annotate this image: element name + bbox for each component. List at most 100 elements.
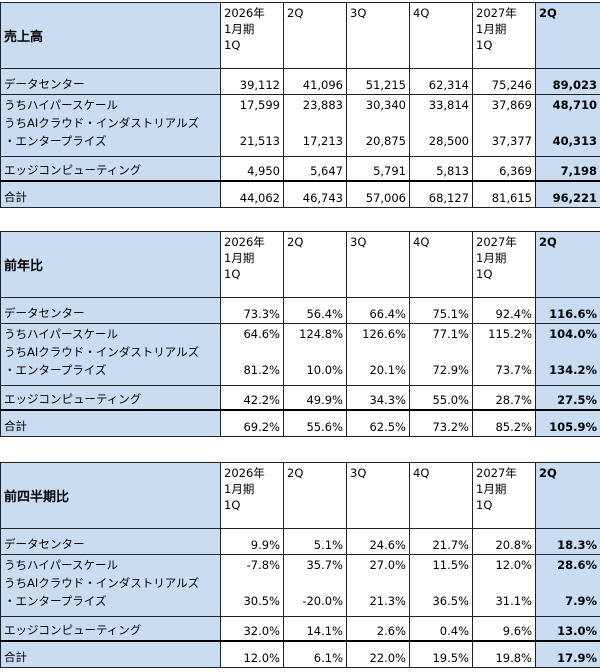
column-header: 2027年 1月期 1Q bbox=[472, 231, 536, 298]
value-cell: 30,340 20,875 bbox=[346, 94, 410, 157]
value-cell: 44,062 bbox=[220, 179, 284, 208]
column-header: 2026年 1月期 1Q bbox=[220, 2, 284, 69]
value-cell: 20.8% bbox=[472, 528, 536, 555]
column-header: 2Q bbox=[283, 231, 347, 298]
total-row: 合計 69.2% 55.6% 62.5% 73.2% 85.2% 105.9% bbox=[0, 408, 600, 437]
segments-label: うちハイパースケール うちAIクラウド・インダストリアルズ ・エンタープライズ bbox=[0, 94, 221, 157]
total-label: 合計 bbox=[0, 408, 221, 437]
edge-row: エッジコンピューティング 42.2% 49.9% 34.3% 55.0% 28.7% 27.… bbox=[0, 385, 600, 410]
value-cell: 89,023 bbox=[535, 68, 600, 95]
value-cell: 62.5% bbox=[346, 408, 410, 437]
table-3: 前四半期比 2026年 1月期 1Q 2Q 3Q 4Q 2027年 1月期 1Q 2Q データセンター… bbox=[0, 462, 600, 668]
value-cell: 55.0% bbox=[409, 385, 473, 410]
total-label: 合計 bbox=[0, 179, 221, 208]
value-cell: 77.1% 72.9% bbox=[409, 323, 473, 386]
value-cell: 2.6% bbox=[346, 616, 410, 641]
value-cell: 124.8% 10.0% bbox=[283, 323, 347, 386]
datacenter-row: データセンター 9.9% 5.1% 24.6% 21.7% 20.8% 18.3% bbox=[0, 528, 600, 555]
value-cell: 5,813 bbox=[409, 156, 473, 181]
column-header: 4Q bbox=[409, 231, 473, 298]
total-row: 合計 44,062 46,743 57,006 68,127 81,615 96,221 bbox=[0, 179, 600, 208]
value-cell: 115.2% 73.7% bbox=[472, 323, 536, 386]
edge-label: エッジコンピューティング bbox=[0, 156, 221, 181]
value-cell: 57,006 bbox=[346, 179, 410, 208]
value-cell: 14.1% bbox=[283, 616, 347, 641]
value-cell: 5.1% bbox=[283, 528, 347, 555]
header-row: 前年比 2026年 1月期 1Q 2Q 3Q 4Q 2027年 1月期 1Q 2Q bbox=[0, 231, 600, 298]
value-cell: 32.0% bbox=[220, 616, 284, 641]
column-header: 3Q bbox=[346, 462, 410, 529]
column-header: 2027年 1月期 1Q bbox=[472, 2, 536, 69]
column-header: 4Q bbox=[409, 462, 473, 529]
segments-label: うちハイパースケール うちAIクラウド・インダストリアルズ ・エンタープライズ bbox=[0, 323, 221, 386]
value-cell: 4,950 bbox=[220, 156, 284, 181]
value-cell: 92.4% bbox=[472, 297, 536, 324]
value-cell: 104.0% 134.2% bbox=[535, 323, 600, 386]
value-cell: 37,869 37,377 bbox=[472, 94, 536, 157]
value-cell: 66.4% bbox=[346, 297, 410, 324]
value-cell: 19.5% bbox=[409, 639, 473, 668]
value-cell: 28.7% bbox=[472, 385, 536, 410]
edge-label: エッジコンピューティング bbox=[0, 385, 221, 410]
value-cell: 7,198 bbox=[535, 156, 600, 181]
column-header: 2027年 1月期 1Q bbox=[472, 462, 536, 529]
segments-label: うちハイパースケール うちAIクラウド・インダストリアルズ ・エンタープライズ bbox=[0, 554, 221, 617]
edge-row: エッジコンピューティング 4,950 5,647 5,791 5,813 6,369 7,1… bbox=[0, 156, 600, 181]
total-row: 合計 12.0% 6.1% 22.0% 19.5% 19.8% 17.9% bbox=[0, 639, 600, 668]
column-header: 3Q bbox=[346, 2, 410, 69]
segments-row: うちハイパースケール うちAIクラウド・インダストリアルズ ・エンタープライズ 17,… bbox=[0, 94, 600, 157]
value-cell: 42.2% bbox=[220, 385, 284, 410]
total-label: 合計 bbox=[0, 639, 221, 668]
edge-row: エッジコンピューティング 32.0% 14.1% 2.6% 0.4% 9.6% 13.0% bbox=[0, 616, 600, 641]
value-cell: 12.0% 31.1% bbox=[472, 554, 536, 617]
value-cell: 5,647 bbox=[283, 156, 347, 181]
value-cell: 6,369 bbox=[472, 156, 536, 181]
datacenter-row: データセンター 39,112 41,096 51,215 62,314 75,246 89,… bbox=[0, 68, 600, 95]
value-cell: 6.1% bbox=[283, 639, 347, 668]
value-cell: 126.6% 20.1% bbox=[346, 323, 410, 386]
value-cell: 73.2% bbox=[409, 408, 473, 437]
table-title: 前年比 bbox=[0, 231, 221, 298]
value-cell: 21.7% bbox=[409, 528, 473, 555]
value-cell: -7.8% 30.5% bbox=[220, 554, 284, 617]
column-header: 2Q bbox=[535, 2, 600, 69]
value-cell: 49.9% bbox=[283, 385, 347, 410]
value-cell: 69.2% bbox=[220, 408, 284, 437]
value-cell: 13.0% bbox=[535, 616, 600, 641]
value-cell: 64.6% 81.2% bbox=[220, 323, 284, 386]
value-cell: 17.9% bbox=[535, 639, 600, 668]
edge-label: エッジコンピューティング bbox=[0, 616, 221, 641]
datacenter-label: データセンター bbox=[0, 528, 221, 555]
value-cell: 34.3% bbox=[346, 385, 410, 410]
table-title: 売上高 bbox=[0, 2, 221, 69]
column-header: 2026年 1月期 1Q bbox=[220, 231, 284, 298]
column-header: 4Q bbox=[409, 2, 473, 69]
value-cell: 19.8% bbox=[472, 639, 536, 668]
value-cell: 81,615 bbox=[472, 179, 536, 208]
value-cell: 46,743 bbox=[283, 179, 347, 208]
column-header: 2Q bbox=[535, 231, 600, 298]
value-cell: 17,599 21,513 bbox=[220, 94, 284, 157]
value-cell: 96,221 bbox=[535, 179, 600, 208]
value-cell: 0.4% bbox=[409, 616, 473, 641]
value-cell: 68,127 bbox=[409, 179, 473, 208]
value-cell: 62,314 bbox=[409, 68, 473, 95]
value-cell: 11.5% 36.5% bbox=[409, 554, 473, 617]
column-header: 2Q bbox=[283, 2, 347, 69]
value-cell: 28.6% 7.9% bbox=[535, 554, 600, 617]
column-header: 2026年 1月期 1Q bbox=[220, 462, 284, 529]
value-cell: 55.6% bbox=[283, 408, 347, 437]
value-cell: 41,096 bbox=[283, 68, 347, 95]
datacenter-label: データセンター bbox=[0, 68, 221, 95]
segments-row: うちハイパースケール うちAIクラウド・インダストリアルズ ・エンタープライズ -7.… bbox=[0, 554, 600, 617]
value-cell: 12.0% bbox=[220, 639, 284, 668]
value-cell: 5,791 bbox=[346, 156, 410, 181]
value-cell: 73.3% bbox=[220, 297, 284, 324]
datacenter-row: データセンター 73.3% 56.4% 66.4% 75.1% 92.4% 116.6% bbox=[0, 297, 600, 324]
value-cell: 18.3% bbox=[535, 528, 600, 555]
value-cell: 75.1% bbox=[409, 297, 473, 324]
value-cell: 75,246 bbox=[472, 68, 536, 95]
value-cell: 9.6% bbox=[472, 616, 536, 641]
value-cell: 27.0% 21.3% bbox=[346, 554, 410, 617]
table-1: 売上高 2026年 1月期 1Q 2Q 3Q 4Q 2027年 1月期 1Q 2Q データセンター 39… bbox=[0, 2, 600, 208]
